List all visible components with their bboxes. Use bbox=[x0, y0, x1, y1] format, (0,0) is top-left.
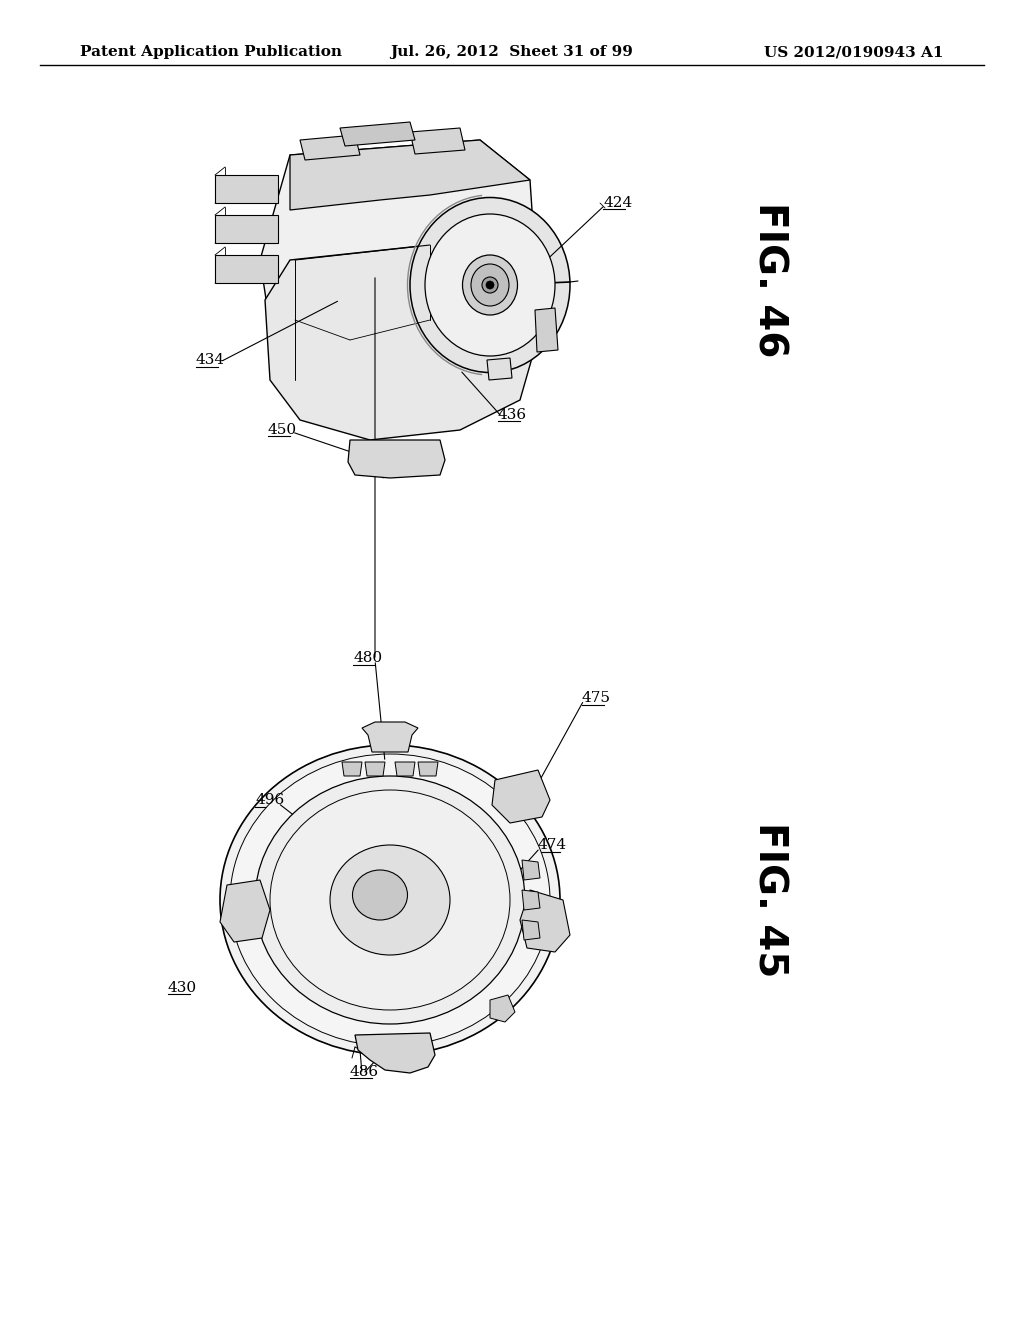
Polygon shape bbox=[418, 762, 438, 776]
Text: 436: 436 bbox=[498, 408, 527, 422]
Ellipse shape bbox=[482, 277, 498, 293]
Polygon shape bbox=[342, 762, 362, 776]
Polygon shape bbox=[487, 358, 512, 380]
Text: 430: 430 bbox=[168, 981, 198, 995]
Text: 486: 486 bbox=[350, 1065, 379, 1078]
Text: 424: 424 bbox=[603, 195, 632, 210]
Polygon shape bbox=[490, 995, 515, 1022]
Polygon shape bbox=[535, 308, 558, 352]
Polygon shape bbox=[300, 135, 360, 160]
Ellipse shape bbox=[486, 281, 494, 289]
Text: FIG. 45: FIG. 45 bbox=[751, 822, 790, 978]
Text: US 2012/0190943 A1: US 2012/0190943 A1 bbox=[765, 45, 944, 59]
Polygon shape bbox=[492, 770, 550, 822]
Polygon shape bbox=[215, 255, 278, 282]
Ellipse shape bbox=[352, 870, 408, 920]
Ellipse shape bbox=[255, 776, 525, 1024]
Text: Patent Application Publication: Patent Application Publication bbox=[80, 45, 342, 59]
Ellipse shape bbox=[471, 264, 509, 306]
Text: 450: 450 bbox=[268, 422, 297, 437]
Polygon shape bbox=[290, 140, 530, 210]
Polygon shape bbox=[340, 121, 415, 147]
Text: FIG. 46: FIG. 46 bbox=[751, 202, 790, 358]
Polygon shape bbox=[348, 440, 445, 478]
Polygon shape bbox=[365, 762, 385, 776]
Polygon shape bbox=[265, 246, 540, 440]
Text: 475: 475 bbox=[582, 690, 611, 705]
Polygon shape bbox=[395, 762, 415, 776]
Polygon shape bbox=[522, 890, 540, 909]
Polygon shape bbox=[220, 880, 270, 942]
Text: Jul. 26, 2012  Sheet 31 of 99: Jul. 26, 2012 Sheet 31 of 99 bbox=[390, 45, 634, 59]
Text: 434: 434 bbox=[196, 352, 225, 367]
Polygon shape bbox=[260, 140, 540, 411]
Text: 496: 496 bbox=[255, 793, 285, 807]
Polygon shape bbox=[522, 920, 540, 940]
Text: 480: 480 bbox=[353, 651, 382, 665]
Polygon shape bbox=[355, 1034, 435, 1073]
Ellipse shape bbox=[270, 789, 510, 1010]
Polygon shape bbox=[410, 128, 465, 154]
Ellipse shape bbox=[230, 754, 550, 1045]
Ellipse shape bbox=[425, 214, 555, 356]
Polygon shape bbox=[520, 890, 570, 952]
Text: 474: 474 bbox=[538, 838, 567, 851]
Ellipse shape bbox=[410, 198, 570, 372]
Polygon shape bbox=[215, 176, 278, 203]
Polygon shape bbox=[215, 215, 278, 243]
Polygon shape bbox=[522, 861, 540, 880]
Ellipse shape bbox=[463, 255, 517, 315]
Ellipse shape bbox=[330, 845, 450, 954]
Ellipse shape bbox=[220, 744, 560, 1055]
Polygon shape bbox=[362, 722, 418, 752]
